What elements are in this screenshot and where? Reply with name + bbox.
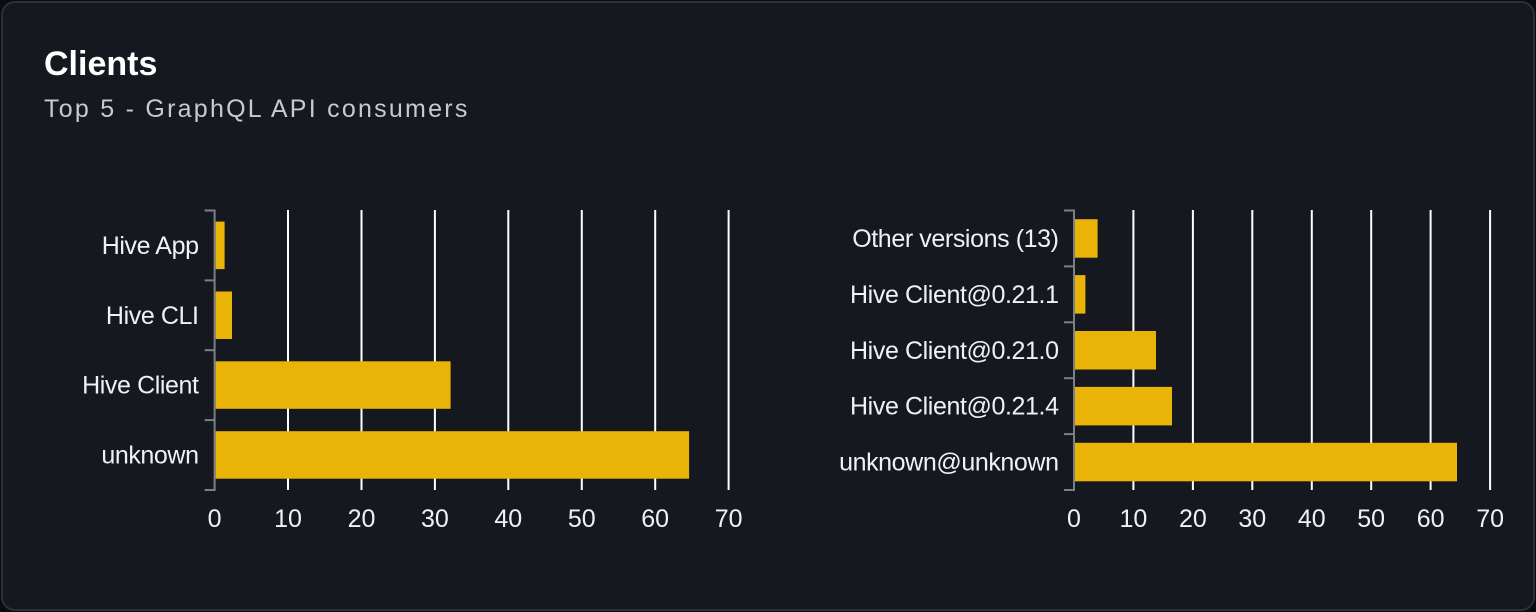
svg-text:Hive App: Hive App xyxy=(102,232,199,260)
svg-text:30: 30 xyxy=(1238,505,1266,533)
svg-text:10: 10 xyxy=(274,505,302,533)
svg-text:10: 10 xyxy=(1119,505,1147,533)
svg-text:40: 40 xyxy=(494,505,522,533)
svg-text:Hive Client@0.21.1: Hive Client@0.21.1 xyxy=(850,281,1059,309)
svg-text:50: 50 xyxy=(1357,505,1385,533)
svg-text:60: 60 xyxy=(1417,505,1445,533)
svg-text:30: 30 xyxy=(421,505,449,533)
svg-text:70: 70 xyxy=(1476,505,1504,533)
svg-text:Hive Client@0.21.0: Hive Client@0.21.0 xyxy=(850,337,1059,365)
svg-text:Other versions (13): Other versions (13) xyxy=(852,225,1058,253)
svg-text:Hive Client: Hive Client xyxy=(82,372,199,400)
svg-text:Hive Client@0.21.4: Hive Client@0.21.4 xyxy=(850,393,1059,421)
svg-text:unknown@unknown: unknown@unknown xyxy=(839,449,1059,477)
svg-text:20: 20 xyxy=(348,505,376,533)
svg-text:20: 20 xyxy=(1179,505,1207,533)
svg-text:50: 50 xyxy=(568,505,596,533)
svg-text:0: 0 xyxy=(1067,505,1081,533)
svg-text:unknown: unknown xyxy=(101,442,198,470)
svg-text:70: 70 xyxy=(715,505,743,533)
svg-text:0: 0 xyxy=(208,505,222,533)
svg-text:60: 60 xyxy=(641,505,669,533)
svg-text:40: 40 xyxy=(1298,505,1326,533)
svg-text:Hive CLI: Hive CLI xyxy=(106,302,199,330)
